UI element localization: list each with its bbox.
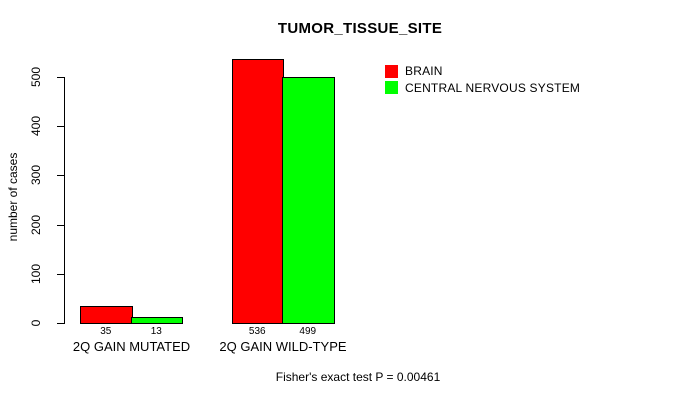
y-tick-label: 400 — [29, 116, 43, 137]
y-axis-tick — [57, 224, 64, 226]
y-tick-label: 500 — [29, 66, 43, 88]
y-tick-label: 300 — [29, 165, 43, 186]
bar-central-nervous-system — [282, 77, 335, 324]
bar-brain — [231, 59, 284, 324]
chart-title: TUMOR_TISSUE_SITE — [277, 20, 443, 37]
y-axis-label: number of cases — [6, 152, 20, 242]
bar-value-label: 13 — [150, 326, 162, 337]
bar-value-label: 536 — [248, 326, 266, 337]
y-axis-line — [64, 77, 65, 324]
y-axis-tick — [57, 273, 64, 275]
bar-value-label: 35 — [100, 326, 112, 337]
bar-central-nervous-system — [130, 316, 183, 324]
y-tick-label: 0 — [29, 319, 43, 327]
y-tick-label: 100 — [29, 263, 43, 284]
legend-row: BRAIN — [385, 63, 580, 80]
legend: BRAIN CENTRAL NERVOUS SYSTEM — [385, 63, 580, 96]
x-category-label: 2Q GAIN MUTATED — [72, 339, 191, 354]
legend-swatch-icon — [385, 81, 398, 95]
y-axis-tick — [57, 77, 64, 78]
legend-row: CENTRAL NERVOUS SYSTEM — [385, 80, 580, 97]
y-axis-tick — [57, 323, 64, 324]
stat-annotation: Fisher's exact test P = 0.00461 — [275, 370, 441, 384]
bar-brain — [80, 305, 133, 324]
legend-label: BRAIN — [405, 64, 443, 79]
legend-swatch-icon — [385, 64, 398, 78]
legend-label: CENTRAL NERVOUS SYSTEM — [405, 80, 581, 95]
bar-value-label: 499 — [299, 326, 317, 337]
y-axis-tick — [57, 175, 64, 177]
y-axis-tick — [57, 126, 64, 128]
x-category-label: 2Q GAIN WILD-TYPE — [219, 339, 347, 354]
y-tick-label: 200 — [29, 214, 43, 235]
